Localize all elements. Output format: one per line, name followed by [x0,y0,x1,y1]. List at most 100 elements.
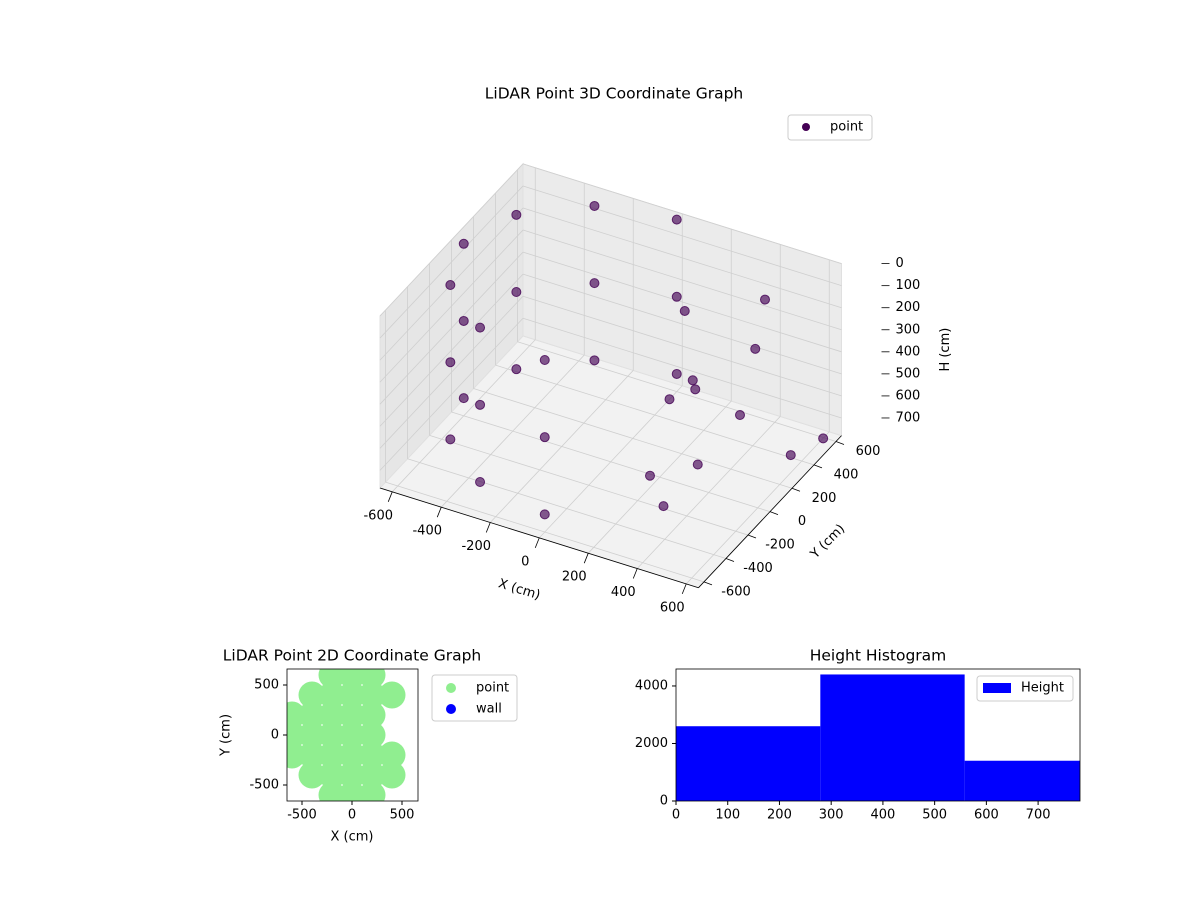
y-tick [769,511,779,516]
axis-line [698,435,842,588]
x-tick-label: 0 [521,554,529,569]
y-tick-label: 600 [856,444,881,459]
legend-label: Height [1021,681,1064,696]
point [338,721,366,749]
bar [964,760,1080,801]
grid-line [522,163,842,264]
bar [820,674,965,801]
x-tick-label: 600 [660,600,685,615]
grid-line [522,207,842,309]
grid-line [407,458,727,559]
y-tick-label: -400 [743,561,773,576]
point-3d [475,476,486,487]
grid-line [379,163,524,317]
z-tick-label: 400 [896,344,921,359]
point-3d [692,459,703,470]
point-3d [671,214,682,225]
point-3d [750,343,761,354]
y-tick-label: 200 [812,491,837,506]
y-tick [747,534,757,539]
grid-line [495,364,815,466]
legend: Height [976,675,1074,702]
y-tick [703,581,713,586]
y-tick-label: -600 [721,584,751,599]
x-tick-label: 100 [715,808,740,823]
x-tick [534,537,540,549]
x-tick [387,491,393,502]
point-3d [818,433,829,444]
bar [676,726,821,801]
plot-area [287,669,406,801]
y-tick-label: 500 [254,678,279,693]
point [338,701,366,729]
legend-label: point [476,681,509,696]
point [318,681,346,709]
point [358,761,386,789]
x-tick [583,553,589,564]
point-3d [589,278,600,289]
x-tick-label: -200 [461,539,491,554]
point [318,721,346,749]
z-tick-label: 200 [896,300,921,315]
point-3d [671,368,682,379]
y-tick [791,487,801,492]
grid-line [517,341,837,442]
x-tick-label: 600 [974,808,999,823]
point [338,761,366,789]
y-tick-label: 4000 [635,678,668,693]
y-tick-label: -200 [765,538,795,553]
point [378,741,406,769]
point-3d [785,450,796,461]
grid-line [522,273,842,375]
point-3d [475,322,486,333]
y-tick-label: -500 [249,778,279,793]
legend-box [976,675,1074,702]
legend: point wall [431,674,518,722]
x-tick [681,583,687,595]
x-tick-label: 200 [767,808,792,823]
z-tick-label: 500 [896,366,921,381]
grid-line [522,185,842,287]
x-tick-label: 0 [348,808,356,823]
point [338,681,366,709]
point-3d [589,200,600,211]
plot-area [676,674,1080,801]
point-3d [645,470,655,481]
grid-line [451,411,771,513]
point-3d [589,355,600,366]
y-tick-label: 400 [834,467,859,482]
legend-marker [983,683,1011,693]
point [358,721,386,749]
z-tick-label: 300 [896,322,921,337]
legend-marker [802,123,810,131]
grid-line [522,229,842,331]
point [298,701,326,729]
x-axis-label: X (cm) [331,830,374,845]
z-tick-label: 700 [896,410,921,425]
point [298,681,326,709]
point [358,781,386,801]
axes-frame [675,668,1081,802]
y-tick [835,441,845,445]
point-3d [445,434,456,445]
point [298,761,326,789]
point-3d [687,375,698,386]
point-3d [735,410,745,421]
legend-label: wall [476,702,502,717]
x-tick-label: -400 [412,524,442,539]
legend-marker [446,704,456,714]
point-3d [475,399,486,410]
z-tick-label: 0 [896,256,904,271]
point [338,741,366,769]
x-tick-label: 200 [562,570,587,585]
point-3d [760,294,770,305]
x-tick-label: 300 [819,808,844,823]
grid-line [379,251,524,405]
point-3d [511,287,522,298]
point [358,741,386,769]
y-tick [725,558,735,562]
grid-line [522,317,842,419]
point-3d [679,305,690,316]
point-3d [664,394,675,405]
